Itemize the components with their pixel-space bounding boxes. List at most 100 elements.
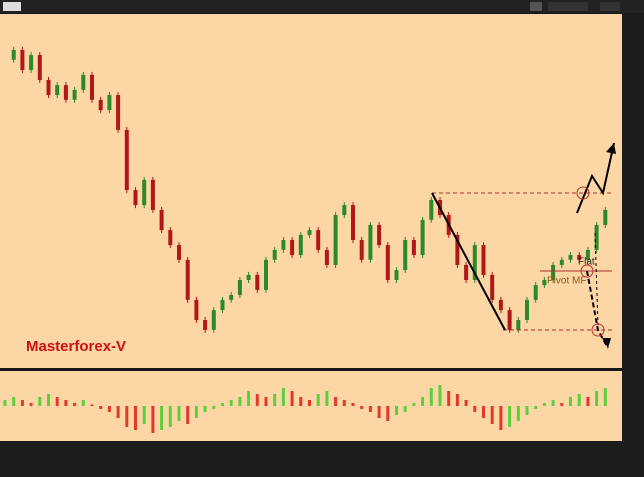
annotation: Pivot MF [547, 276, 586, 287]
candle [342, 205, 347, 216]
osc-bar [316, 394, 320, 406]
candle [377, 224, 382, 246]
osc-bar [64, 400, 68, 406]
osc-bar [20, 400, 24, 406]
osc-bar [377, 406, 381, 418]
candle [116, 95, 121, 130]
candle [490, 274, 495, 300]
osc-bar [508, 406, 512, 427]
osc-bar [499, 406, 503, 430]
price-plot [11, 46, 608, 333]
osc-bar [525, 406, 529, 415]
osc-bar [429, 388, 433, 406]
osc-bar [290, 391, 294, 406]
osc-bar [221, 403, 224, 406]
osc-bar [334, 397, 338, 406]
candle [481, 245, 486, 275]
candle [516, 320, 521, 330]
osc-bar [299, 397, 303, 406]
candle [533, 285, 538, 300]
toolbar-button[interactable] [530, 2, 542, 11]
candle [568, 255, 573, 260]
price-axis [622, 14, 644, 444]
osc-bar [482, 406, 485, 418]
marker-circle [580, 264, 594, 278]
candle [72, 89, 77, 100]
osc-bar [142, 406, 146, 424]
candle [498, 299, 503, 311]
candle [472, 245, 477, 280]
osc-bar [308, 400, 311, 406]
osc-bar [12, 397, 16, 406]
osc-bar [229, 400, 233, 406]
osc-bar [273, 394, 277, 406]
candle [290, 240, 295, 256]
osc-bar [116, 406, 120, 418]
candle [603, 209, 608, 225]
arrow-head [606, 143, 616, 154]
osc-bar [247, 391, 251, 406]
candle [333, 215, 338, 265]
candle [455, 234, 460, 265]
osc-bar [438, 385, 442, 406]
up-arrow [576, 142, 615, 214]
osc-bar [81, 400, 85, 406]
osc-bar [194, 406, 198, 418]
toolbar-button[interactable] [600, 2, 620, 11]
candle [194, 299, 199, 320]
osc-bar [542, 403, 546, 406]
candle [98, 99, 103, 111]
candle [211, 310, 216, 330]
osc-bar [73, 403, 77, 406]
candle [20, 49, 25, 71]
osc-bar [412, 403, 416, 406]
candle [90, 74, 94, 100]
candle [411, 240, 416, 256]
osc-bar [403, 406, 407, 412]
symbol-box[interactable] [3, 2, 21, 11]
candle [420, 219, 425, 256]
osc-bar [151, 406, 155, 433]
osc-bar [577, 394, 581, 406]
candle [594, 224, 599, 250]
candle [133, 190, 138, 206]
osc-bar [473, 406, 477, 412]
osc-bar [421, 397, 425, 406]
candle [37, 55, 42, 80]
candle [351, 205, 355, 240]
osc-bar [55, 397, 59, 406]
candle [368, 224, 373, 260]
osc-bar [47, 394, 50, 406]
candle [551, 264, 556, 280]
osc-bar [560, 403, 564, 406]
oscillator-plot [3, 385, 607, 433]
osc-bar [586, 397, 590, 406]
candle [394, 270, 399, 280]
candle [585, 249, 590, 260]
candle [185, 259, 190, 300]
candle [142, 179, 147, 206]
osc-bar [212, 406, 216, 409]
candle [255, 274, 260, 290]
candle [237, 280, 242, 296]
osc-bar [603, 388, 607, 406]
candle [246, 274, 251, 280]
candle [29, 55, 34, 71]
candle [324, 249, 329, 265]
osc-bar [447, 391, 451, 406]
osc-bar [255, 394, 259, 406]
candle [464, 264, 469, 280]
candle [385, 245, 390, 280]
osc-bar [168, 406, 172, 427]
osc-bar [238, 397, 242, 406]
candle [150, 179, 155, 210]
candle [107, 95, 112, 111]
osc-bar [490, 406, 494, 424]
toolbar-button[interactable] [548, 2, 588, 11]
trend-line [431, 192, 506, 331]
osc-bar [534, 406, 538, 409]
osc-bar [516, 406, 520, 421]
osc-bar [368, 406, 372, 412]
candle [281, 240, 286, 250]
